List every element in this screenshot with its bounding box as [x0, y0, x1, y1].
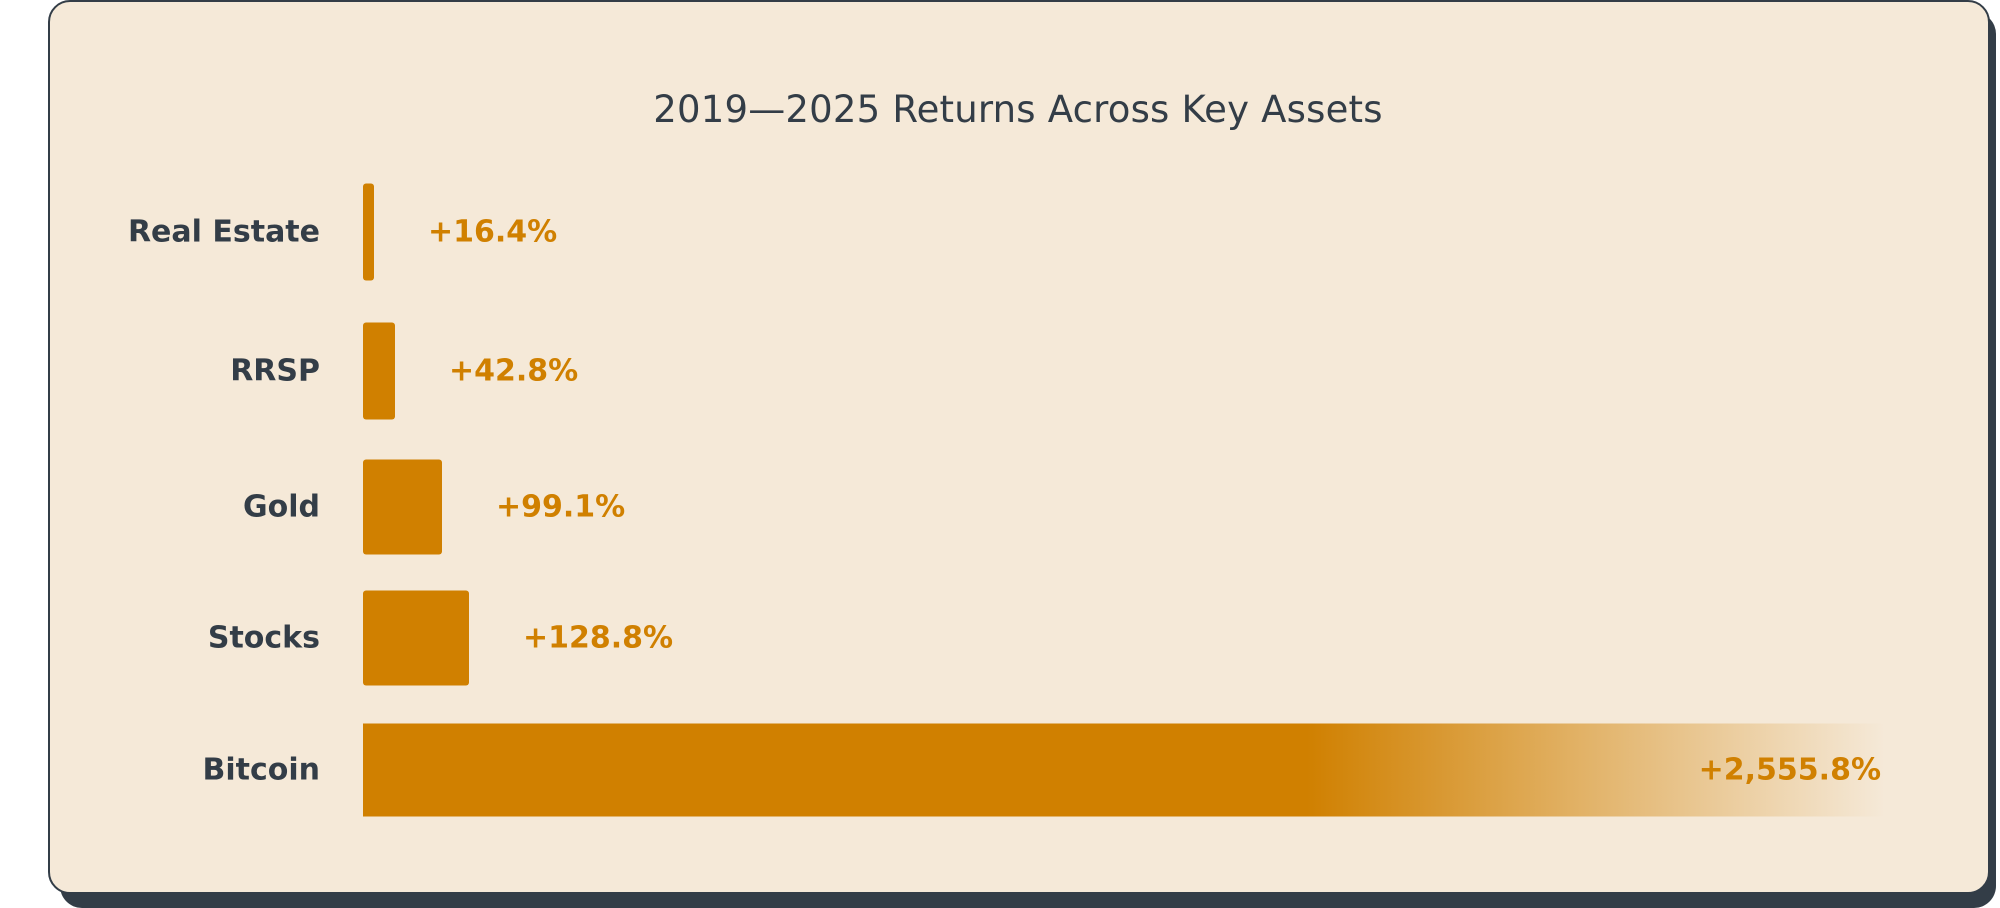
value-label: +42.8%	[449, 354, 578, 389]
category-label: RRSP	[230, 354, 320, 389]
value-label: +99.1%	[496, 490, 625, 525]
value-label: +16.4%	[428, 215, 557, 250]
bar-gold	[363, 459, 442, 555]
category-label: Bitcoin	[202, 753, 320, 788]
category-label: Stocks	[208, 621, 320, 656]
category-labels-group: Real Estate RRSP Gold Stocks Bitcoin	[128, 215, 320, 788]
bar-bitcoin	[363, 723, 1885, 817]
value-label: +2,555.8%	[1699, 753, 1881, 788]
value-labels-group: +16.4% +42.8% +99.1% +128.8% +2,555.8%	[428, 215, 1881, 788]
chart-title: 2019—2025 Returns Across Key Assets	[653, 88, 1383, 131]
bars-group	[363, 183, 1885, 817]
bar-real-estate	[363, 183, 374, 281]
category-label: Real Estate	[128, 215, 320, 250]
bar-rrsp	[363, 322, 395, 420]
value-label: +128.8%	[523, 621, 673, 656]
bar-stocks	[363, 590, 469, 686]
category-label: Gold	[243, 490, 320, 525]
